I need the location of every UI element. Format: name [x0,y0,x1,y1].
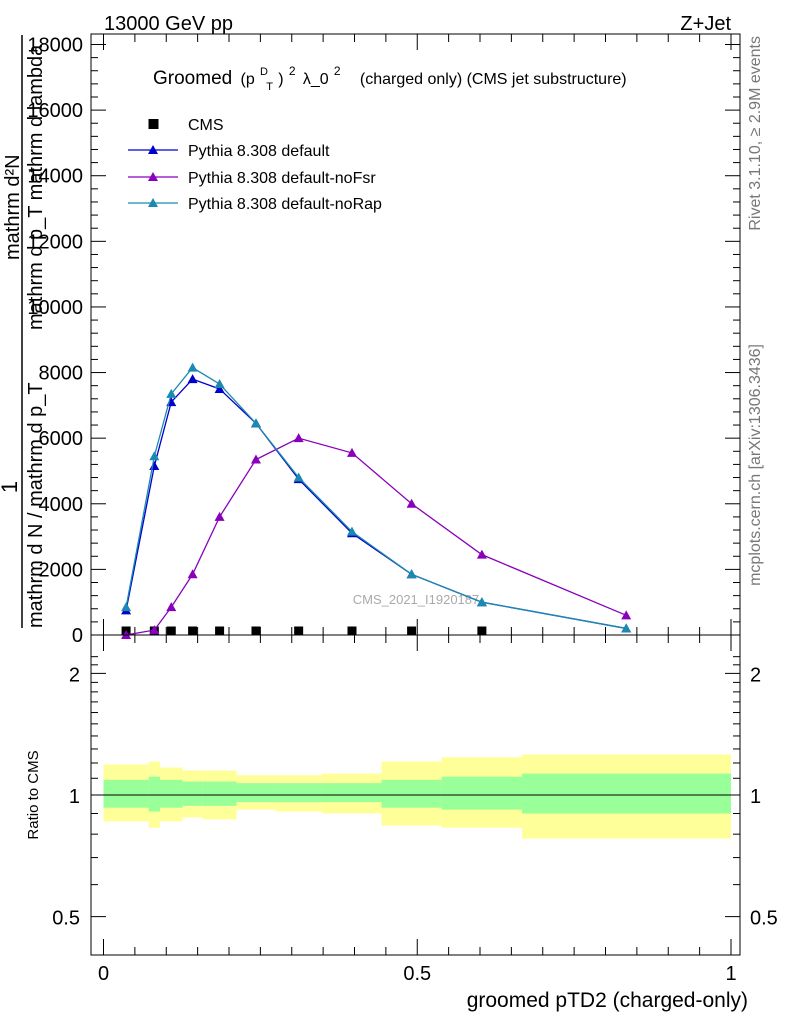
legend-marker [148,198,158,207]
data-point [215,626,225,636]
legend-item: Pythia 8.308 default-noRap [128,196,382,213]
series-pythia-8-308-default-nofsr [121,433,632,639]
rivet-label: Rivet 3.1.10, ≥ 2.9M events [747,36,764,231]
data-point [407,626,417,636]
data-point [476,549,487,559]
legend: CMS Pythia 8.308 default Pythia 8.308 defa… [128,117,382,213]
x-tick-label: 0.5 [403,963,431,985]
legend-label: Pythia 8.308 default-noRap [188,196,382,213]
legend-marker [148,119,159,129]
y-axis-title-line2: mathrm d²N [2,154,24,260]
inner-band-bin [236,783,276,803]
inner-band-bin [441,776,523,810]
data-point [621,623,632,633]
y-tick-label: 12000 [27,231,83,253]
data-point [166,388,177,398]
inner-band-bin [148,776,160,812]
y-tick-label: 4000 [39,494,84,516]
ratio-frame [90,634,741,956]
data-point [214,379,225,389]
data-point [406,498,417,508]
data-point [149,451,160,461]
data-point [166,602,177,612]
main-axis-ticks: 0 2000 4000 6000 8000 10000 12000 14000 16000 180… [27,34,740,647]
data-point [347,626,357,636]
legend-label: Pythia 8.308 default [188,143,330,160]
inner-band-bin [381,779,442,808]
legend-item: Pythia 8.308 default-noFsr [128,170,376,187]
data-point [166,626,176,636]
data-point [250,418,261,428]
data-point [406,569,417,579]
y-tick-label: 2000 [39,559,84,581]
ratio-uncertainty-bands [91,754,740,839]
watermark: CMS_2021_I1920187 [353,592,480,607]
data-point [346,447,357,457]
data-point [294,626,304,636]
data-point [251,626,261,636]
x-tick-label: 0 [98,963,109,985]
y-tick-label: 6000 [39,428,84,450]
ratio-y-tick-label-right: 0.5 [750,908,778,930]
x-axis-title: groomed pTD2 (charged-only) [467,989,748,1012]
inner-band-bin [275,783,322,803]
data-point [621,610,632,620]
legend-label: CMS [188,117,224,134]
data-point [293,472,304,482]
inner-band-bin [522,773,731,814]
y-tick-label: 18000 [27,35,83,57]
ratio-y-tick-label: 0.5 [52,908,80,930]
y-tick-label: 0 [72,625,83,647]
header-right: Z+Jet [680,13,731,35]
y-axis-title-line3: mathrm d p_T mathrm d lambda [25,44,47,330]
data-point [121,602,132,612]
data-point [187,362,198,372]
series-layer [121,362,632,639]
y-tick-label: 10000 [27,297,83,319]
inner-band-bin [103,779,149,808]
legend-item: Pythia 8.308 default [128,143,330,160]
y-tick-label: 16000 [27,100,83,122]
ratio-y-tick-label: 2 [69,664,80,686]
data-point [477,626,487,636]
data-point [149,625,160,635]
inner-band-bin [321,783,382,803]
data-point [346,526,357,536]
ratio-y-axis-title: Ratio to CMS [25,750,42,839]
data-point [187,374,198,384]
y-tick-label: 8000 [39,363,84,385]
header-left: 13000 GeV pp [104,13,233,35]
series-pythia-8-308-default-norap [121,362,632,633]
plot-title: Groomed (p D T ) 2 λ_0 2 (charged only) … [153,59,627,95]
y-axis-title-one: 1 [0,481,22,493]
inner-band-bin [159,779,183,808]
legend-label: Pythia 8.308 default-noFsr [188,170,376,187]
inner-band-bin [182,781,203,806]
y-tick-label: 14000 [27,166,83,188]
y-axis-title-line1: mathrm d N / mathrm d p_T [25,382,47,628]
ratio-axis-ticks: 0.5 0.5 1 1 2 2 0 0.5 1 [52,635,778,985]
legend-marker [148,145,158,154]
x-tick-label: 1 [725,963,736,985]
ratio-y-tick-label-right: 2 [750,664,761,686]
data-point [187,569,198,579]
series-cms [121,626,487,636]
y-axis-title: 1 mathrm d N / mathrm d p_T mathrm d²N m… [0,35,47,628]
data-point [214,511,225,521]
data-point [188,626,198,636]
inner-band-bin [202,781,237,806]
legend-marker [148,172,158,181]
data-point [149,461,160,471]
mcplots-label: mcplots.cern.ch [arXiv:1306.3436] [747,344,764,586]
data-point [293,433,304,443]
series-line [125,366,627,630]
legend-item: CMS [148,117,224,134]
data-point [214,383,225,393]
data-point [476,597,487,607]
ratio-y-tick-label: 1 [69,786,80,808]
ratio-y-tick-label-right: 1 [750,786,761,808]
data-point [250,454,261,464]
